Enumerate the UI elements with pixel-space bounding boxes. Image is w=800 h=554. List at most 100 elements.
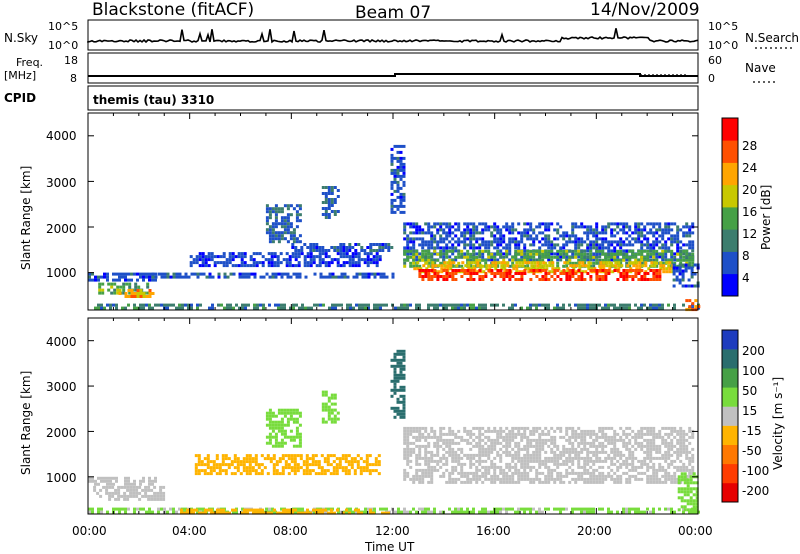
power-cell bbox=[496, 240, 500, 244]
power-cell bbox=[532, 240, 536, 244]
power-cell bbox=[466, 225, 470, 229]
velocity-cell bbox=[577, 444, 581, 448]
power-cell bbox=[496, 272, 500, 275]
velocity-cell bbox=[565, 426, 569, 430]
velocity-cell bbox=[162, 485, 166, 489]
velocity-cell bbox=[424, 453, 428, 457]
velocity-cell bbox=[365, 457, 369, 461]
velocity-cell bbox=[595, 447, 599, 451]
power-cell bbox=[496, 225, 500, 229]
velocity-cell bbox=[682, 465, 686, 469]
velocity-cell bbox=[430, 477, 434, 481]
velocity-cell bbox=[274, 414, 278, 418]
power-cell bbox=[240, 261, 244, 265]
velocity-cell bbox=[433, 507, 436, 511]
velocity-cell bbox=[138, 485, 142, 489]
power-cell bbox=[517, 272, 521, 275]
power-cell bbox=[445, 275, 449, 278]
power-cell bbox=[421, 240, 425, 244]
velocity-cell bbox=[144, 491, 148, 495]
power-cell bbox=[622, 272, 626, 275]
velocity-cell bbox=[601, 477, 605, 481]
velocity-cell bbox=[218, 466, 222, 470]
power-cell bbox=[520, 234, 524, 238]
power-cell bbox=[523, 243, 527, 247]
velocity-cell bbox=[658, 477, 662, 481]
velocity-cell bbox=[206, 460, 210, 464]
velocity-cell bbox=[433, 453, 437, 457]
velocity-cell bbox=[550, 441, 554, 445]
power-cell bbox=[461, 261, 465, 265]
velocity-cell bbox=[538, 453, 542, 457]
velocity-cell bbox=[402, 412, 406, 416]
power-cell bbox=[276, 264, 280, 268]
velocity-cell bbox=[523, 447, 527, 451]
power-cell bbox=[571, 234, 575, 238]
power-cell bbox=[545, 264, 549, 268]
power-cell bbox=[610, 231, 614, 235]
velocity-cell bbox=[553, 468, 557, 472]
velocity-cell bbox=[399, 394, 403, 398]
velocity-cell bbox=[266, 457, 270, 461]
velocity-cell bbox=[640, 459, 644, 463]
velocity-cell bbox=[532, 507, 535, 511]
velocity-cell bbox=[658, 465, 662, 469]
power-cell bbox=[578, 261, 582, 265]
velocity-cell bbox=[556, 507, 559, 511]
velocity-cell bbox=[619, 438, 623, 442]
power-cell bbox=[646, 272, 650, 275]
power-cell bbox=[502, 278, 506, 281]
power-cell bbox=[568, 258, 572, 262]
velocity-cell bbox=[280, 441, 284, 445]
power-cell bbox=[358, 306, 361, 310]
velocity-cell bbox=[254, 457, 258, 461]
power-cell bbox=[274, 303, 277, 307]
power-cell bbox=[406, 252, 410, 256]
velocity-cell bbox=[347, 460, 351, 464]
velocity-cell bbox=[430, 435, 434, 439]
power-cell bbox=[687, 266, 691, 270]
power-cell bbox=[289, 306, 292, 310]
velocity-cell bbox=[667, 471, 671, 475]
velocity-cell bbox=[166, 510, 169, 514]
power-cell bbox=[526, 234, 530, 238]
velocity-cell bbox=[127, 479, 130, 483]
power-cell bbox=[598, 303, 601, 307]
velocity-cell bbox=[628, 477, 632, 481]
velocity-cell bbox=[439, 438, 443, 442]
velocity-cell bbox=[409, 429, 413, 433]
power-cell bbox=[568, 240, 572, 244]
power-cell bbox=[433, 240, 437, 244]
velocity-cell bbox=[393, 367, 397, 371]
power-cell bbox=[691, 258, 695, 262]
power-cell bbox=[586, 249, 590, 253]
velocity-cell bbox=[646, 453, 650, 457]
power-cell bbox=[494, 267, 498, 271]
power-cell bbox=[418, 272, 422, 275]
power-cell bbox=[478, 306, 481, 310]
velocity-cell bbox=[683, 505, 687, 509]
velocity-cell bbox=[667, 450, 671, 454]
velocity-cell bbox=[268, 423, 272, 427]
velocity-cell bbox=[100, 479, 103, 483]
velocity-cell bbox=[568, 435, 572, 439]
velocity-cell bbox=[379, 507, 382, 511]
velocity-cell bbox=[695, 493, 699, 497]
velocity-cell bbox=[667, 447, 671, 451]
power-cell bbox=[430, 258, 434, 262]
velocity-cell bbox=[172, 510, 175, 514]
power-cell bbox=[476, 261, 480, 265]
power-cell bbox=[255, 252, 259, 256]
power-cell bbox=[527, 261, 531, 265]
velocity-cell bbox=[271, 435, 275, 439]
power-cell bbox=[625, 272, 629, 275]
velocity-cell bbox=[234, 508, 237, 512]
power-cell bbox=[577, 243, 581, 247]
velocity-cell bbox=[679, 444, 683, 448]
power-cell bbox=[499, 234, 503, 238]
velocity-cell bbox=[538, 471, 542, 475]
velocity-cell bbox=[393, 355, 397, 359]
power-cell bbox=[163, 303, 166, 307]
power-cell bbox=[502, 234, 506, 238]
power-cell bbox=[649, 231, 653, 235]
